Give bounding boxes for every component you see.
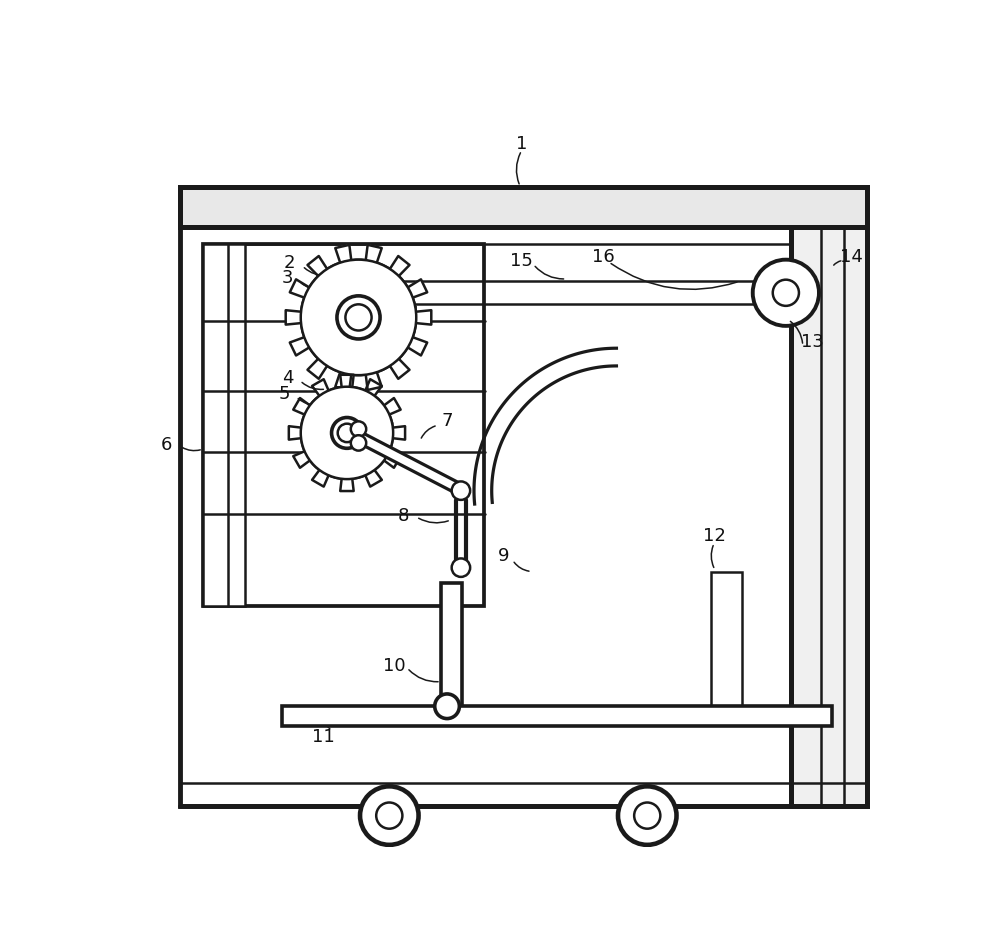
Text: 3: 3: [282, 269, 293, 288]
Circle shape: [301, 387, 393, 480]
Circle shape: [618, 786, 677, 845]
Circle shape: [337, 296, 380, 340]
Circle shape: [338, 425, 356, 443]
Text: 9: 9: [498, 546, 509, 564]
Bar: [791, 228, 867, 806]
Circle shape: [360, 786, 419, 845]
Circle shape: [753, 261, 819, 327]
Text: 12: 12: [703, 526, 726, 545]
Text: 6: 6: [160, 436, 172, 454]
Text: 11: 11: [312, 726, 335, 744]
Bar: [180, 188, 867, 806]
Text: 5: 5: [279, 385, 290, 403]
Text: 1: 1: [516, 134, 527, 152]
Bar: [203, 245, 245, 606]
Text: 15: 15: [510, 251, 533, 269]
Text: 16: 16: [592, 248, 615, 266]
Circle shape: [376, 803, 402, 829]
Bar: [180, 188, 867, 228]
Polygon shape: [286, 246, 431, 390]
Text: 7: 7: [441, 411, 453, 429]
Circle shape: [351, 422, 366, 437]
Circle shape: [452, 482, 470, 501]
Polygon shape: [289, 375, 405, 491]
Polygon shape: [353, 431, 465, 496]
Text: 10: 10: [383, 656, 406, 674]
Text: 4: 4: [282, 368, 293, 387]
Circle shape: [345, 305, 372, 331]
Text: 13: 13: [801, 332, 824, 350]
Bar: [711, 572, 742, 706]
Circle shape: [332, 418, 362, 448]
Bar: [203, 245, 484, 606]
Circle shape: [435, 694, 459, 719]
Bar: [180, 188, 867, 228]
Circle shape: [634, 803, 660, 829]
Circle shape: [773, 281, 799, 307]
Bar: [441, 584, 462, 708]
Text: 2: 2: [283, 253, 295, 271]
Circle shape: [301, 261, 416, 376]
Bar: [791, 228, 867, 806]
Text: 14: 14: [840, 248, 863, 266]
Circle shape: [452, 559, 470, 577]
Text: 8: 8: [397, 506, 409, 525]
Bar: [282, 706, 832, 725]
Circle shape: [351, 436, 366, 451]
